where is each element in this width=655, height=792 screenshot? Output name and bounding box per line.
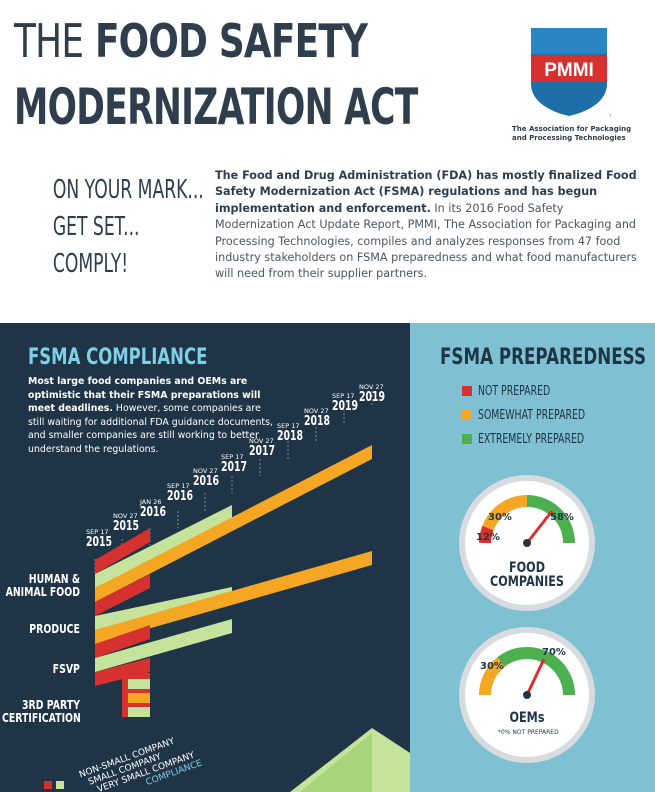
logo-tm: TM <box>609 113 611 118</box>
tagline: ON YOUR MARK... GET SET... COMPLY! <box>53 172 204 283</box>
ribbon-human-animal-food <box>95 445 372 616</box>
preparedness-panel: FSMA PREPAREDNESS NOT PREPARED SOMEWHAT … <box>410 323 655 792</box>
intro-bold: The Food and Drug Administration (FDA) h… <box>215 169 637 215</box>
ribbon-produce <box>95 551 372 658</box>
food-not-pct: 12% <box>476 532 500 543</box>
title-food-safety: FOOD SAFETY <box>94 14 368 68</box>
compliance-panel: FSMA COMPLIANCE Most large food companie… <box>0 323 410 792</box>
date-label: JAN 26 2016 <box>140 498 167 520</box>
date-label: NOV 27 2018 <box>304 407 331 429</box>
intro-paragraph: The Food and Drug Administration (FDA) h… <box>215 168 643 283</box>
legend-not-prepared: NOT PREPARED <box>478 384 551 399</box>
row-label-fsvp: FSVP <box>52 662 80 676</box>
date-label: NOV 27 2015 <box>113 512 140 534</box>
legend-swatch-somewhat <box>462 410 472 420</box>
logo-text: PMMI <box>544 60 594 81</box>
food-label-line1: FOOD <box>509 560 545 576</box>
ribbon-fsvp <box>95 619 232 686</box>
logo-tagline: The Association for Packaging and Proces… <box>512 125 632 142</box>
date-label: SEP 17 2017 <box>221 453 248 475</box>
date-label: SEP 17 2019 <box>332 392 359 414</box>
date-label: NOV 27 2019 <box>359 383 386 405</box>
page-title-line1: THE FOOD SAFETY <box>14 14 368 68</box>
compliance-text-normal: However, some companies are still waitin… <box>28 403 273 455</box>
food-companies-gauge <box>459 475 595 611</box>
legend-swatch-red <box>44 781 52 789</box>
row-label-human-animal-food: HUMAN & ANIMAL FOOD <box>5 572 80 599</box>
tagline-line: COMPLY! <box>52 249 129 279</box>
row-label-produce: PRODUCE <box>29 622 80 636</box>
preparedness-title: FSMA PREPAREDNESS <box>440 345 646 370</box>
oem-somewhat-pct: 30% <box>480 661 504 672</box>
food-companies-label: FOOD COMPANIES <box>487 561 567 589</box>
tagline-line: ON YOUR MARK... <box>52 175 204 205</box>
compliance-timeline-graphic <box>44 387 410 792</box>
food-somewhat-pct: 30% <box>488 512 512 523</box>
oem-extremely-pct: 70% <box>542 647 566 658</box>
date-label: SEP 17 2015 <box>86 528 113 550</box>
date-label: NOV 27 2017 <box>249 437 276 459</box>
row-label-3rd-party: 3RD PARTY CERTIFICATION <box>2 698 81 725</box>
date-label: NOV 27 2016 <box>193 467 220 489</box>
intro-normal: In its 2016 Food Safety Modernization Ac… <box>215 201 637 281</box>
legend-swatch-extremely <box>462 434 472 444</box>
legend-swatch-not-prepared <box>462 386 472 396</box>
date-label: SEP 17 2016 <box>167 482 194 504</box>
food-extremely-pct: 58% <box>550 512 574 523</box>
compliance-text-bold: Most large food companies and OEMs are o… <box>28 376 261 414</box>
oems-label: OEMs <box>509 710 545 726</box>
oems-gauge <box>459 627 595 763</box>
legend-extremely-prepared: EXTREMELY PREPARED <box>478 432 585 447</box>
ribbon-3rd-party <box>122 673 150 717</box>
compliance-text: Most large food companies and OEMs are o… <box>28 375 278 456</box>
tagline-line: GET SET... <box>52 212 140 242</box>
legend-somewhat-prepared: SOMEWHAT PREPARED <box>478 408 586 423</box>
legend-swatch-green <box>56 781 64 789</box>
compliance-title: FSMA COMPLIANCE <box>28 345 208 370</box>
pmmi-logo[interactable]: PMMI TM <box>527 26 611 118</box>
oems-note: *0% NOT PREPARED <box>498 729 559 736</box>
title-the: THE <box>14 14 84 68</box>
date-label: SEP 17 2018 <box>277 422 304 444</box>
food-label-line2: COMPANIES <box>490 574 564 590</box>
page-title-line2: MODERNIZATION ACT <box>14 78 418 136</box>
